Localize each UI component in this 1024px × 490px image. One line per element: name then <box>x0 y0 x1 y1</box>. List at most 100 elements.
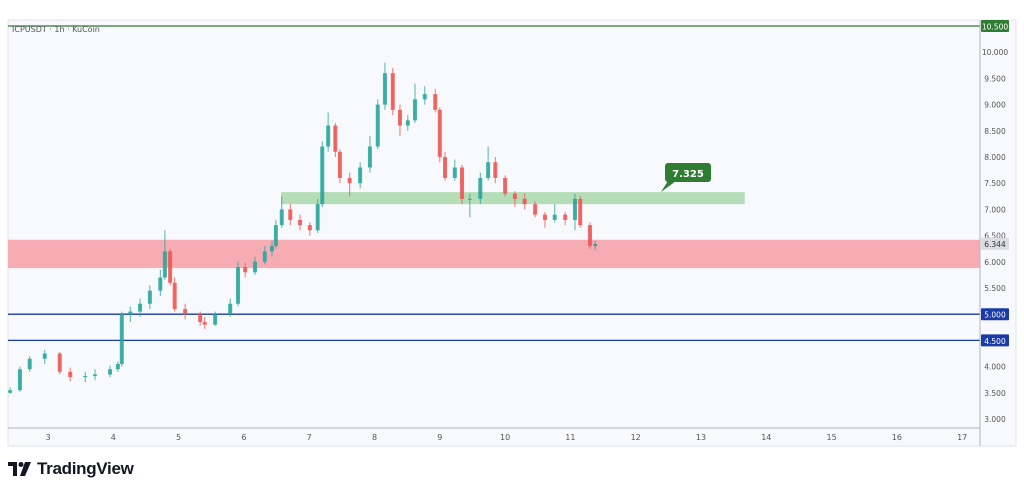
level-label-box <box>981 308 1009 321</box>
candle-up <box>27 358 32 370</box>
time-tick-label: 13 <box>696 433 706 442</box>
price-tick-label: 9.500 <box>984 74 1006 83</box>
candle-down <box>578 198 583 226</box>
price-tick-label: 6.500 <box>984 232 1006 241</box>
candle-up <box>138 303 143 312</box>
time-tick-label: 4 <box>111 433 116 442</box>
candle-down <box>68 371 73 378</box>
candle-down <box>183 308 188 315</box>
candle-up <box>552 214 557 220</box>
levels-layer <box>8 25 980 342</box>
candle-up <box>358 167 363 184</box>
candle-up <box>108 369 113 375</box>
candle-up <box>375 104 380 147</box>
candle-down <box>512 193 517 199</box>
time-tick-label: 16 <box>892 433 902 442</box>
candle-down <box>397 109 402 126</box>
time-tick-label: 9 <box>437 433 442 442</box>
candle-up <box>17 369 22 391</box>
tradingview-logo-icon <box>8 462 31 476</box>
candle-down <box>493 162 498 178</box>
candle-down <box>172 282 177 309</box>
candle-down <box>503 177 508 194</box>
candle-down <box>563 214 568 220</box>
candle-up <box>119 314 124 364</box>
tradingview-logo[interactable]: TradingView <box>8 459 134 479</box>
axis-labels-layer: 10.500 5.000 4.500 6.344 <box>981 20 1009 347</box>
candle-down <box>460 167 465 199</box>
time-tick-label: 11 <box>565 433 575 442</box>
price-tick-label: 3.500 <box>984 389 1006 398</box>
candle-down <box>202 322 207 325</box>
candle-up <box>405 120 410 126</box>
time-tick-label: 7 <box>307 433 312 442</box>
level-label: 10.500 <box>982 23 1008 32</box>
price-tick-label: 9.000 <box>984 101 1006 110</box>
candle-up <box>213 314 218 325</box>
candlestick-chart[interactable]: 3.000 3.500 4.000 5.500 6.000 6.500 7.000 7.500… <box>0 0 1024 450</box>
candle-up <box>93 374 98 377</box>
candles-layer <box>8 62 598 394</box>
candle-up <box>452 167 457 178</box>
support-zone <box>8 239 980 269</box>
candle-up <box>253 261 258 273</box>
candle-up <box>115 363 120 370</box>
candle-down <box>390 73 395 110</box>
candle-up <box>486 162 491 178</box>
time-tick-label: 14 <box>761 433 771 442</box>
candle-up <box>412 99 417 121</box>
time-tick-label: 5 <box>176 433 181 442</box>
time-tick-label: 6 <box>241 433 246 442</box>
candle-up <box>320 146 325 205</box>
candle-up <box>326 125 331 147</box>
price-axis[interactable]: 3.000 3.500 4.000 5.500 6.000 6.500 7.000 7.500… <box>982 48 1008 424</box>
candle-down <box>443 157 448 178</box>
price-tick-label: 5.500 <box>984 284 1006 293</box>
candle-down <box>57 353 62 372</box>
last-price-label: 6.344 <box>984 240 1006 249</box>
candle-up <box>42 353 47 359</box>
candle-down <box>533 204 538 215</box>
candle-up <box>269 246 274 252</box>
candle-up <box>572 198 577 220</box>
chart-background <box>7 19 1017 447</box>
time-tick-label: 17 <box>957 433 967 442</box>
level-label-box <box>981 334 1009 347</box>
price-tick-label: 3.000 <box>984 415 1006 424</box>
time-tick-label: 8 <box>372 433 377 442</box>
candle-up <box>128 311 133 315</box>
candle-up <box>382 73 387 105</box>
resistance-callout-label: 7.325 <box>672 169 704 180</box>
level-label: 4.500 <box>984 337 1006 346</box>
candle-up <box>279 209 284 226</box>
candle-down <box>347 177 352 184</box>
candle-down <box>288 209 293 220</box>
resistance-callout: 7.325 <box>661 163 711 192</box>
price-tick-label: 8.500 <box>984 127 1006 136</box>
candle-up <box>228 303 233 315</box>
candle-up <box>367 146 372 168</box>
candle-up <box>467 198 472 200</box>
last-price-box <box>981 237 1009 250</box>
candle-up <box>315 204 320 231</box>
time-tick-label: 15 <box>827 433 837 442</box>
candle-down <box>198 314 203 323</box>
time-tick-label: 12 <box>631 433 641 442</box>
candle-up <box>147 290 152 304</box>
symbol-title: ICPUSDT · 1h · KuCoin <box>12 25 100 34</box>
price-tick-label: 7.000 <box>984 205 1006 214</box>
time-tick-label: 3 <box>45 433 50 442</box>
candle-up <box>273 225 278 247</box>
level-label-box <box>981 20 1009 32</box>
price-tick-label: 6.000 <box>984 258 1006 267</box>
candle-up <box>83 376 88 378</box>
time-axis[interactable]: 3 4 5 6 7 8 9 10 11 12 13 14 15 16 17 <box>45 433 967 442</box>
price-tick-label: 8.000 <box>984 153 1006 162</box>
time-tick-label: 10 <box>500 433 510 442</box>
candle-down <box>433 94 438 110</box>
candle-up <box>262 251 267 262</box>
candle-down <box>307 225 312 231</box>
price-tick-label: 4.000 <box>984 363 1006 372</box>
candle-up <box>8 390 13 393</box>
candle-up <box>158 277 163 291</box>
